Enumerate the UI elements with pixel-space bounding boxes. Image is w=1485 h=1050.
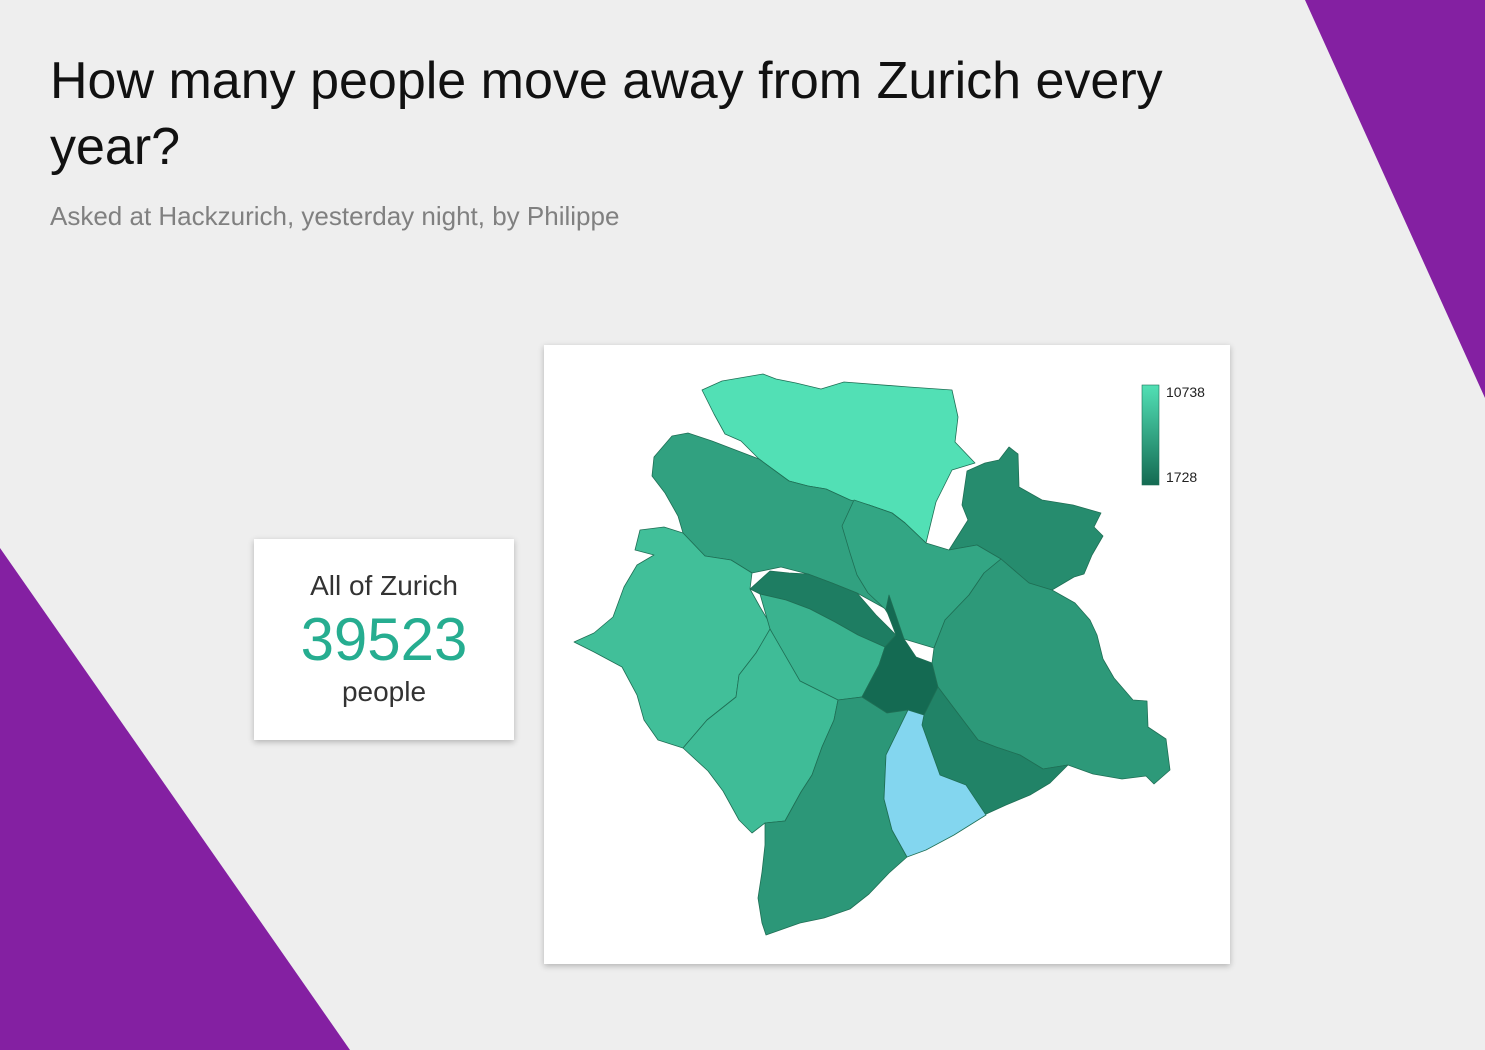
legend-max-label: 10738 (1166, 384, 1205, 400)
map-card: 10738 1728 (544, 345, 1230, 964)
zurich-choropleth-map: 10738 1728 (573, 373, 1205, 936)
district-west[interactable] (573, 526, 773, 749)
summary-label: All of Zurich (310, 570, 458, 601)
map-legend: 10738 1728 (1141, 384, 1205, 486)
summary-unit: people (341, 676, 427, 707)
page-subtitle: Asked at Hackzurich, yesterday night, by… (50, 201, 620, 231)
map-regions (573, 373, 1171, 936)
summary-card: All of Zurich 39523 people (254, 539, 514, 740)
purple-corner-bottom-left (0, 548, 350, 1050)
summary-value: 39523 (300, 606, 468, 673)
legend-color-bar (1141, 384, 1160, 486)
district-highlighted[interactable] (883, 709, 987, 858)
page-title: How many people move away from Zurich ev… (50, 52, 1163, 176)
purple-corner-top-right (1305, 0, 1485, 398)
legend-min-label: 1728 (1166, 469, 1197, 485)
